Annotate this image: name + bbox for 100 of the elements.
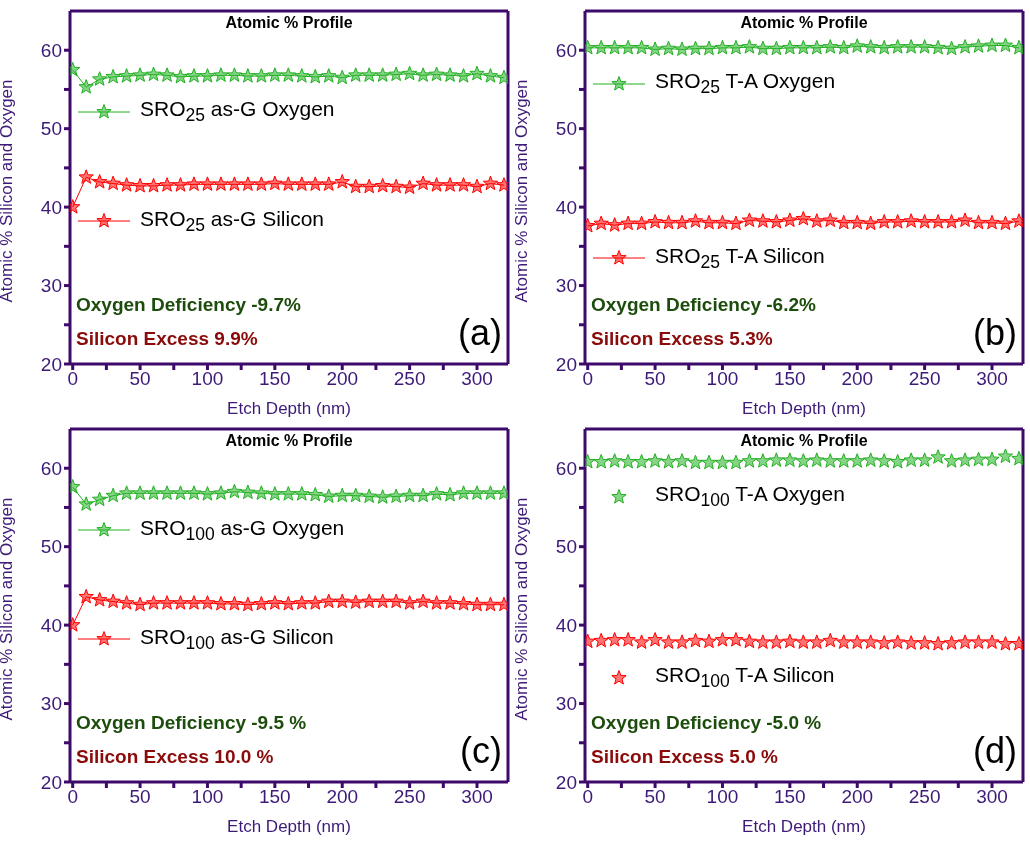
point <box>186 176 202 191</box>
point <box>253 485 270 500</box>
point <box>78 169 94 184</box>
point <box>849 214 865 230</box>
point <box>455 177 472 192</box>
point <box>863 452 879 467</box>
point <box>199 595 216 610</box>
point <box>903 39 919 54</box>
point <box>714 632 731 647</box>
point <box>957 212 973 228</box>
point <box>307 595 323 610</box>
x-axis-title: Etch Depth (nm) <box>227 399 351 418</box>
point <box>92 491 108 507</box>
point <box>455 485 472 500</box>
point <box>930 449 946 464</box>
point <box>674 41 690 57</box>
point <box>620 632 636 647</box>
point <box>159 177 175 192</box>
point <box>132 596 148 612</box>
point <box>714 39 731 55</box>
point <box>213 485 229 500</box>
point <box>795 210 811 226</box>
point <box>334 487 350 503</box>
point <box>728 215 744 231</box>
y-tick-label: 40 <box>40 196 62 218</box>
y-tick-label: 50 <box>555 536 577 558</box>
point <box>809 213 825 228</box>
chart-title: Atomic % Profile <box>739 432 869 450</box>
point <box>307 486 323 502</box>
y-axis-title: Atomic % Silicon and Oxygen <box>0 497 17 721</box>
y-tick-label: 30 <box>555 693 577 715</box>
point <box>593 39 609 55</box>
x-tick-label: 50 <box>129 786 151 808</box>
point <box>226 483 243 499</box>
legend-label: SRO$_{25}$ as-G Silicon <box>140 206 325 236</box>
point <box>240 484 256 500</box>
point <box>593 215 609 231</box>
point <box>687 213 704 228</box>
x-tick-label: 250 <box>393 786 426 808</box>
point <box>863 215 879 231</box>
point <box>997 448 1014 464</box>
point <box>334 69 350 85</box>
point <box>172 485 189 500</box>
y-tick-label: 60 <box>40 457 62 479</box>
point <box>970 451 987 467</box>
point <box>321 488 337 504</box>
point <box>361 67 377 82</box>
y-tick-label: 60 <box>555 457 577 479</box>
point <box>442 595 458 610</box>
point <box>849 453 865 468</box>
point <box>890 634 906 649</box>
legend-label: SRO$_{100}$ T-A Silicon <box>655 663 835 693</box>
point <box>916 214 933 229</box>
point <box>199 68 216 83</box>
point <box>375 593 391 609</box>
point <box>714 214 731 230</box>
point <box>240 176 256 191</box>
x-tick-label: 200 <box>326 368 359 390</box>
point <box>660 453 677 469</box>
point <box>118 595 135 610</box>
point <box>145 595 162 610</box>
point <box>253 176 270 191</box>
point <box>647 453 663 468</box>
point <box>768 40 785 56</box>
point <box>607 39 623 55</box>
point <box>647 214 663 229</box>
point <box>647 632 663 647</box>
x-tick-label: 150 <box>259 786 291 808</box>
legend-label: SRO$_{100}$ T-A Oxygen <box>655 482 845 512</box>
chart-title: Atomic % Profile <box>224 14 354 32</box>
annotation: Oxygen Deficiency -9.7% <box>76 294 301 316</box>
point <box>280 486 296 501</box>
x-tick-label: 200 <box>841 368 874 390</box>
x-tick-label: 0 <box>582 368 593 390</box>
point <box>728 39 744 55</box>
point <box>849 38 865 53</box>
point <box>674 214 690 230</box>
point <box>132 177 148 193</box>
point <box>876 635 892 650</box>
point <box>482 485 499 500</box>
point <box>482 596 499 612</box>
point <box>768 634 785 649</box>
point <box>647 41 663 57</box>
point <box>782 212 798 228</box>
point <box>321 593 337 609</box>
point <box>428 486 445 501</box>
point <box>145 66 162 82</box>
point <box>442 67 458 82</box>
point <box>701 633 717 649</box>
point <box>92 592 108 607</box>
x-tick-label: 300 <box>461 368 493 390</box>
y-tick-label: 30 <box>555 275 577 297</box>
point <box>469 65 485 81</box>
point <box>401 595 418 610</box>
annotation: (b) <box>973 312 1017 354</box>
point <box>105 68 121 84</box>
point <box>186 595 202 610</box>
legend-label: SRO$_{25}$ as-G Oxygen <box>140 97 335 127</box>
point <box>294 176 310 191</box>
point <box>240 596 256 612</box>
